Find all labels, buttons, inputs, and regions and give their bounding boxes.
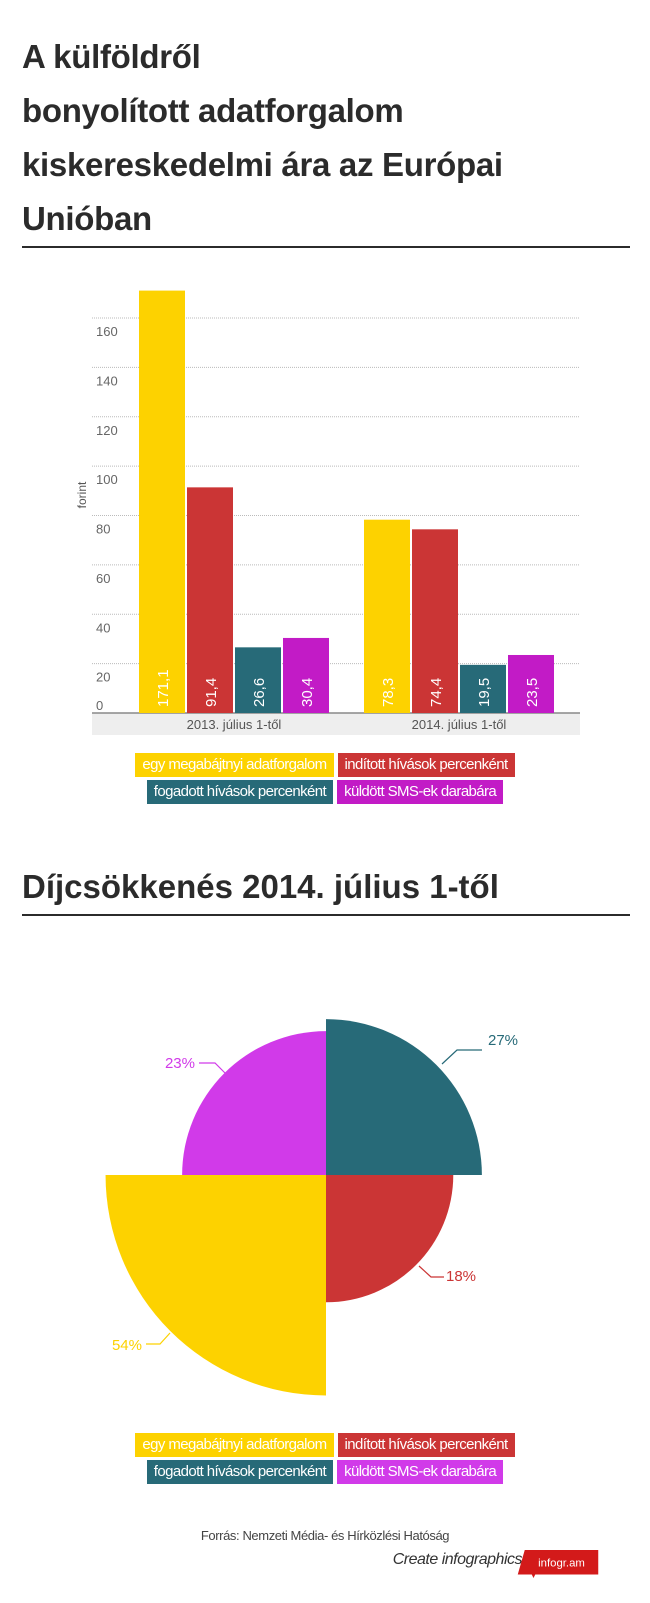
pie-slice — [182, 1031, 326, 1175]
bar-value-label: 91,4 — [203, 678, 220, 707]
bar — [412, 529, 458, 713]
title-line: A külföldről — [22, 38, 201, 75]
legend-item-incoming-calls: fogadott hívások percenként — [146, 780, 334, 804]
source-note: Forrás: Nemzeti Média- és Hírközlési Hat… — [200, 1528, 450, 1543]
legend-item-outgoing-calls: indított hívások percenként — [337, 1433, 515, 1457]
y-tick-label: 40 — [96, 620, 110, 635]
page-title: A külföldről bonyolított adatforgalom ki… — [22, 30, 622, 246]
x-category-label: 2013. július 1-től — [187, 717, 282, 732]
title-line: Unióban — [22, 200, 152, 237]
bar — [235, 647, 281, 713]
pie-slice — [326, 1019, 482, 1175]
x-category-label: 2014. július 1-től — [412, 717, 507, 732]
bar — [364, 519, 410, 713]
pie-slice — [105, 1175, 326, 1396]
pie-slice-label: 18% — [446, 1268, 476, 1285]
pie-slice-label: 23% — [165, 1055, 195, 1072]
y-tick-label: 120 — [96, 423, 118, 438]
bar-value-label: 23,5 — [524, 678, 541, 707]
bar — [460, 664, 506, 713]
title-line: bonyolított adatforgalom — [22, 92, 404, 129]
y-axis-label: forint — [75, 481, 89, 508]
y-tick-label: 140 — [96, 373, 118, 388]
pie-slice-label: 54% — [112, 1337, 142, 1354]
pie-label-leader — [146, 1332, 171, 1345]
y-tick-label: 160 — [96, 324, 118, 339]
section-title: Díjcsökkenés 2014. július 1-től — [22, 868, 499, 905]
bar-value-label: 74,4 — [428, 678, 445, 707]
legend-item-sms: küldött SMS-ek darabára — [337, 780, 504, 804]
y-tick-label: 20 — [96, 670, 110, 685]
category-band — [92, 713, 580, 735]
bar-legend: egy megabájtnyi adatforgalom indított hív… — [0, 753, 650, 807]
legend-item-incoming-calls: fogadott hívások percenként — [146, 1460, 334, 1484]
logo-text: infogr.am — [538, 1558, 585, 1570]
legend-item-data: egy megabájtnyi adatforgalom — [135, 1433, 334, 1457]
bar — [283, 637, 329, 713]
bar-value-label: 171,1 — [155, 669, 172, 707]
pie-legend: egy megabájtnyi adatforgalom indított hív… — [0, 1433, 650, 1487]
pie-label-leader — [441, 1049, 482, 1065]
bar-chart: 0 20 40 60 80 100 120 140 160 forint 2013. július … — [75, 290, 580, 735]
legend-item-data: egy megabájtnyi adatforgalom — [135, 753, 334, 777]
legend-item-sms: küldött SMS-ek darabára — [337, 1460, 504, 1484]
y-tick-label: 80 — [96, 522, 110, 537]
bar-value-label: 30,4 — [299, 678, 316, 707]
infogram-logo[interactable]: infogr.am — [512, 1550, 604, 1578]
pie-label-leader — [418, 1265, 444, 1278]
legend-item-outgoing-calls: indított hívások percenként — [337, 753, 515, 777]
bar — [139, 290, 185, 713]
y-tick-label: 100 — [96, 472, 118, 487]
bar-value-label: 78,3 — [380, 678, 397, 707]
title-line: kiskereskedelmi ára az Európai — [22, 146, 503, 183]
bar-value-label: 19,5 — [476, 678, 493, 707]
bar — [508, 654, 554, 713]
y-tick-label: 0 — [96, 698, 103, 713]
section-divider — [22, 914, 630, 916]
y-tick-label: 60 — [96, 571, 110, 586]
pie-label-leader — [199, 1062, 226, 1074]
pie-chart: 27% 18% 54% 23% — [105, 1019, 518, 1396]
pie-slice-label: 27% — [488, 1032, 518, 1049]
title-divider — [22, 246, 630, 248]
bar — [187, 487, 233, 713]
create-infographics-link[interactable]: Create infographics — [392, 1551, 523, 1568]
bar-value-label: 26,6 — [251, 678, 268, 707]
pie-slice — [326, 1175, 454, 1303]
